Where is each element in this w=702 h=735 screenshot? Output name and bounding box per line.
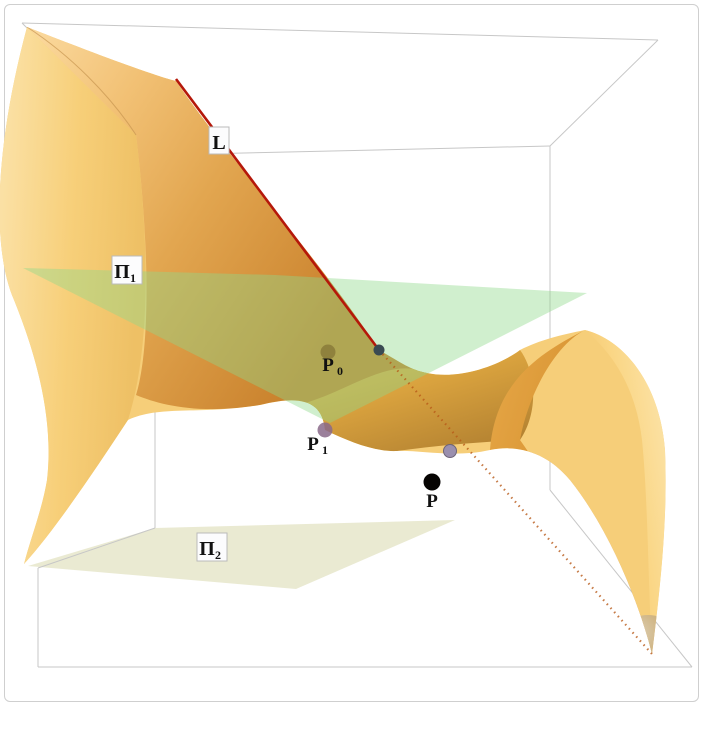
svg-text:P: P — [322, 355, 334, 376]
svg-text:Π: Π — [114, 261, 130, 283]
svg-text:P: P — [307, 434, 319, 455]
svg-text:1: 1 — [322, 443, 328, 457]
svg-text:1: 1 — [130, 271, 136, 285]
svg-text:P: P — [426, 491, 438, 512]
svg-text:Π: Π — [199, 538, 215, 560]
svg-text:L: L — [212, 132, 225, 154]
svg-text:0: 0 — [337, 364, 343, 378]
svg-text:2: 2 — [215, 548, 221, 562]
